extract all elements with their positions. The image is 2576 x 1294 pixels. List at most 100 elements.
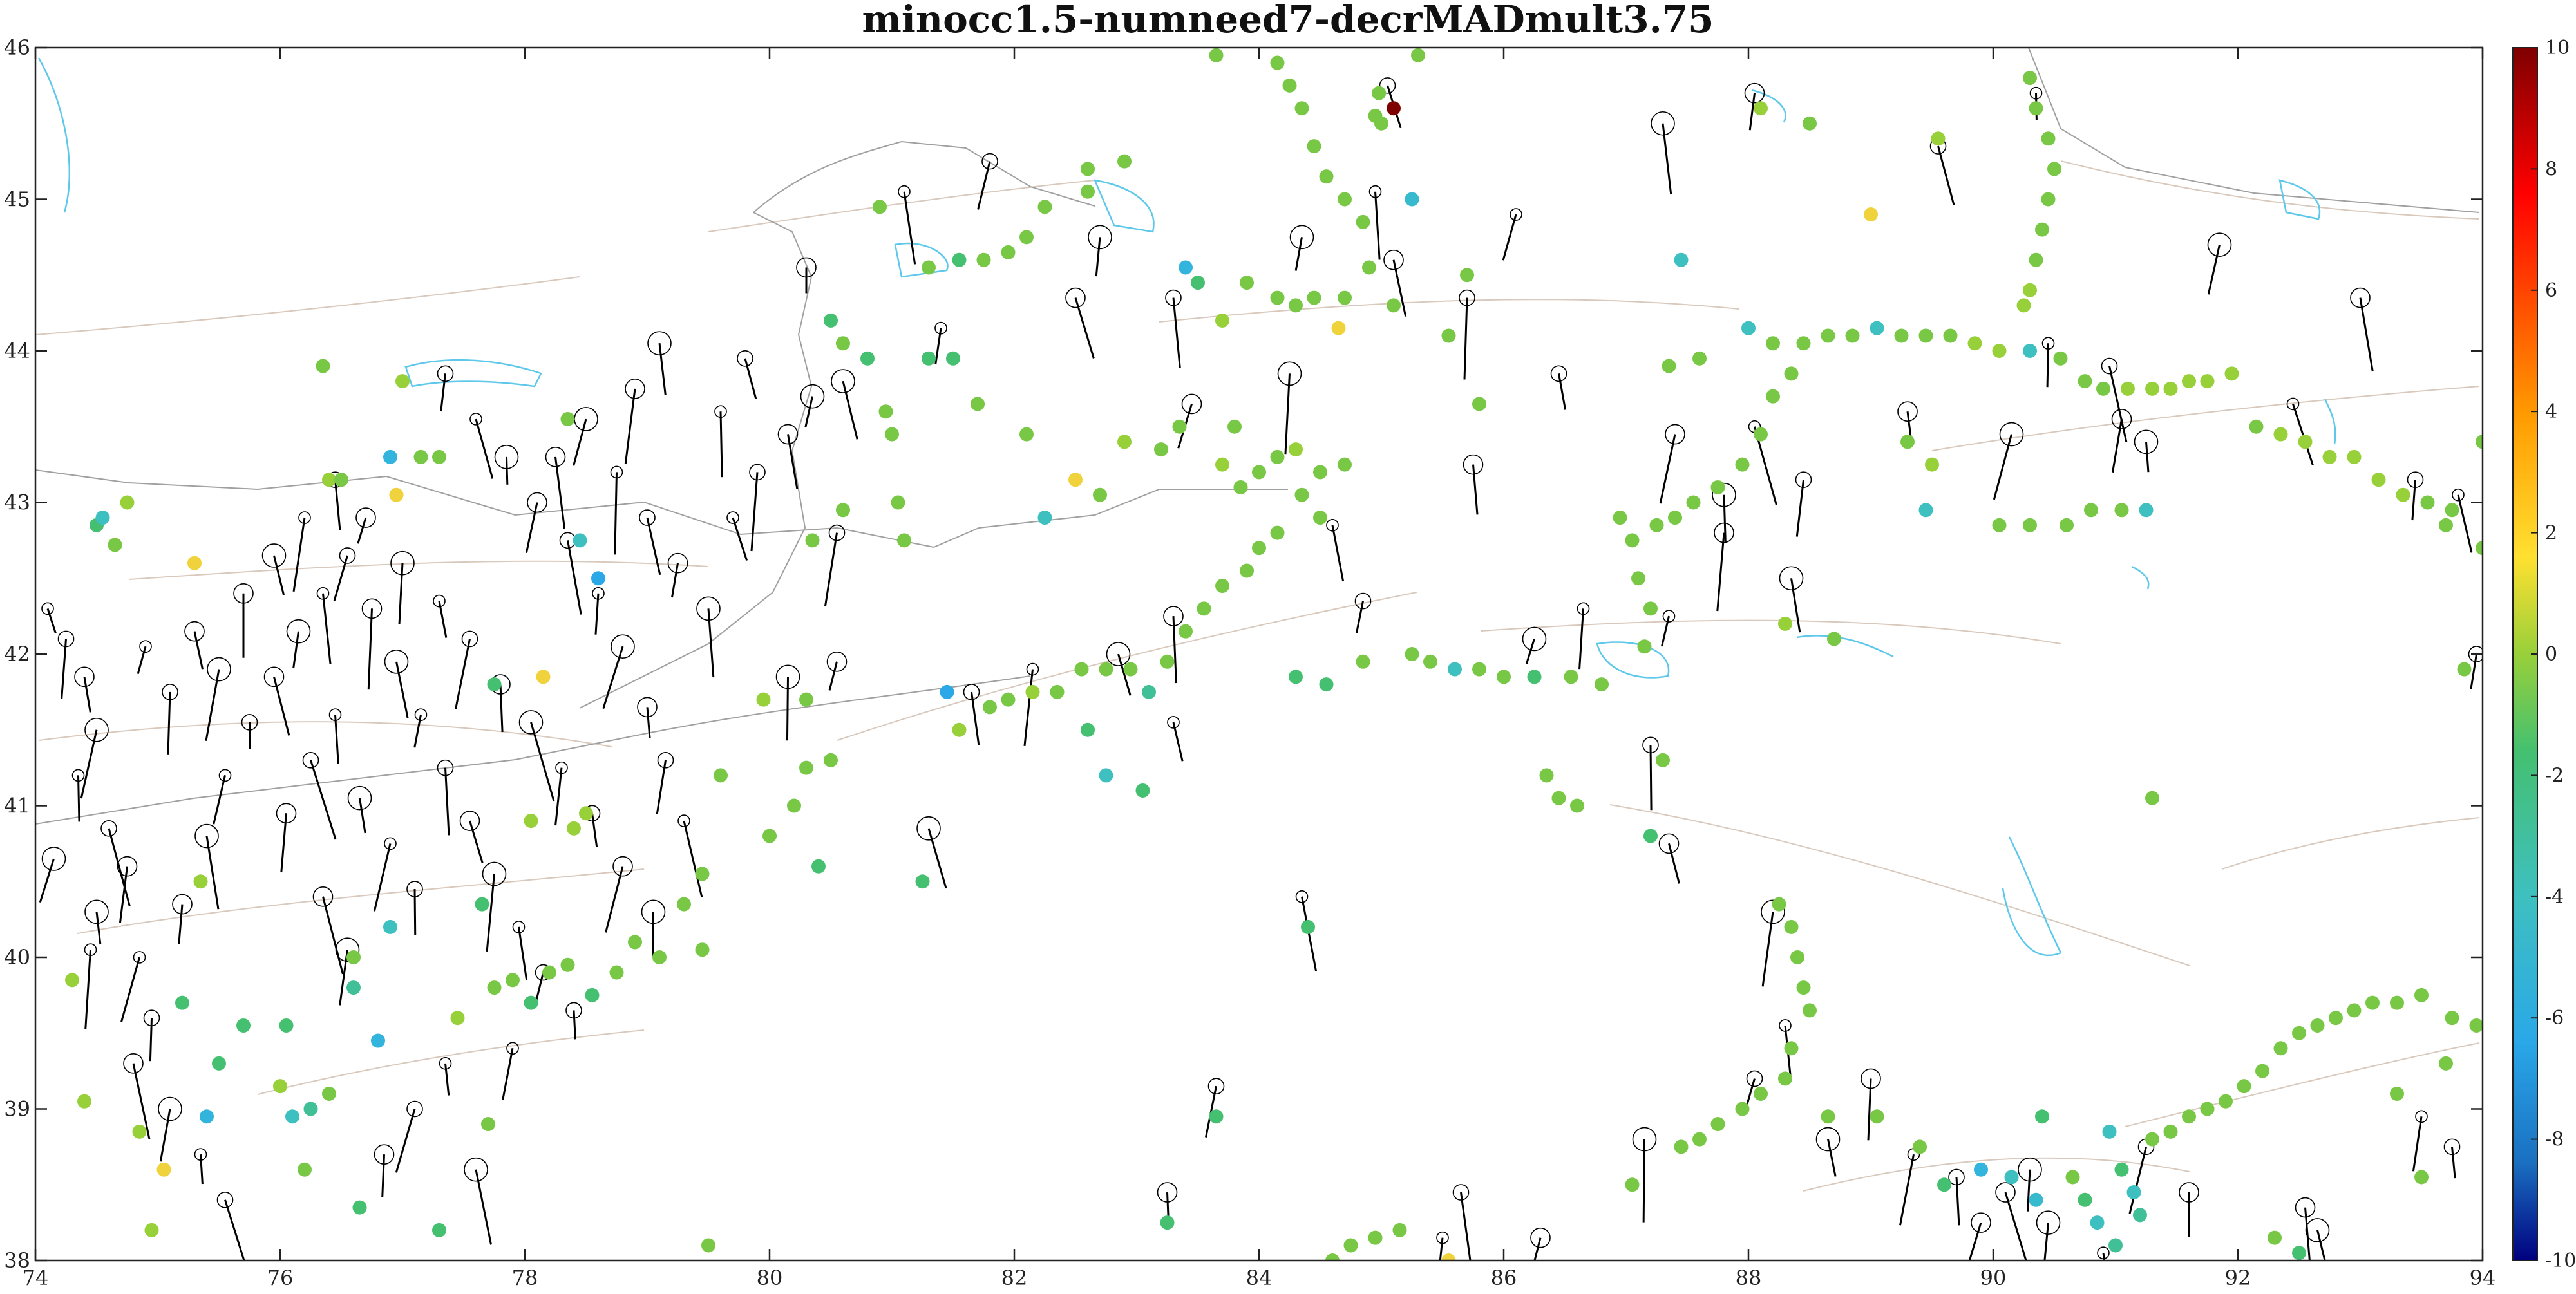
data-point	[1472, 397, 1486, 411]
data-point	[2005, 1170, 2019, 1184]
data-point	[1925, 458, 1939, 472]
data-point	[1790, 950, 1804, 964]
data-point	[1215, 579, 1229, 593]
data-point	[2329, 1011, 2343, 1025]
data-point	[2029, 1193, 2043, 1207]
data-point	[2458, 662, 2472, 677]
data-point	[1068, 473, 1083, 487]
data-point	[806, 533, 820, 547]
data-point	[1271, 56, 1285, 70]
data-point	[2225, 366, 2239, 380]
data-point	[383, 450, 397, 464]
data-point	[1423, 655, 1437, 669]
data-point	[696, 942, 710, 957]
data-point	[2041, 131, 2056, 145]
data-point	[2292, 1246, 2306, 1260]
data-point	[2145, 382, 2159, 396]
data-point	[2347, 1003, 2362, 1017]
data-point	[1320, 169, 1334, 183]
data-point	[1295, 101, 1309, 115]
data-point	[1215, 314, 1229, 328]
data-point	[2066, 1170, 2080, 1184]
data-point	[1038, 200, 1052, 214]
data-point	[891, 496, 905, 510]
data-point	[2023, 518, 2037, 532]
data-point	[1197, 601, 1211, 615]
data-point	[873, 200, 887, 214]
data-point	[1393, 1223, 1407, 1237]
data-point	[2121, 382, 2135, 396]
data-point	[1803, 117, 1817, 131]
data-point	[1038, 511, 1052, 525]
data-point	[1283, 79, 1297, 93]
data-point	[2108, 1238, 2123, 1252]
data-point	[2096, 382, 2110, 396]
plot-background	[35, 48, 2483, 1261]
data-point	[236, 1018, 251, 1033]
data-point	[1968, 336, 1982, 350]
data-point	[1252, 465, 1266, 479]
data-point	[1993, 518, 2007, 532]
colorbar-tick-label: 10	[2545, 37, 2570, 59]
data-point	[346, 980, 361, 995]
data-point	[77, 1094, 91, 1109]
data-point	[2390, 1087, 2404, 1101]
data-point	[2237, 1079, 2251, 1093]
x-tick-label: 82	[1001, 1266, 1028, 1290]
colorbar-tick-label: 2	[2545, 522, 2557, 545]
data-point	[1075, 662, 1089, 677]
data-point	[1387, 298, 1401, 312]
data-point	[1668, 511, 1682, 525]
data-point	[2145, 1132, 2159, 1147]
data-point	[2201, 1102, 2215, 1116]
data-point	[836, 336, 850, 350]
data-point	[1356, 655, 1370, 669]
data-point	[1081, 162, 1095, 176]
data-point	[1362, 260, 1376, 274]
data-point	[952, 723, 967, 737]
data-point	[1625, 1177, 1640, 1192]
data-point	[1019, 427, 1034, 442]
data-point	[940, 685, 954, 699]
data-point	[322, 1087, 336, 1101]
data-point	[1797, 980, 1811, 995]
data-point	[1778, 1071, 1792, 1085]
data-point	[316, 359, 330, 373]
data-point	[714, 768, 728, 782]
data-point	[1944, 328, 1958, 342]
data-point	[1895, 328, 1909, 342]
data-point	[2249, 420, 2264, 434]
data-point	[1154, 442, 1168, 456]
data-point	[1307, 291, 1321, 305]
data-point	[836, 503, 850, 517]
data-point	[1692, 1132, 1707, 1147]
data-point	[787, 799, 801, 813]
data-point	[2470, 1018, 2484, 1033]
x-tick-label: 90	[1980, 1266, 2007, 1290]
data-point	[194, 874, 208, 888]
data-point	[1638, 639, 1652, 653]
data-point	[187, 556, 202, 570]
data-point	[879, 404, 893, 418]
colorbar-tick-label: -4	[2545, 886, 2564, 908]
data-point	[567, 821, 581, 836]
data-point	[1974, 1163, 1988, 1177]
x-tick-label: 80	[757, 1266, 783, 1290]
data-point	[1117, 155, 1132, 169]
data-point	[304, 1102, 318, 1116]
data-point	[1215, 458, 1229, 472]
data-point	[1650, 518, 1664, 532]
data-point	[1307, 139, 1321, 153]
y-tick-label: 39	[4, 1097, 30, 1121]
data-point	[1643, 601, 1658, 615]
data-point	[1662, 359, 1676, 373]
data-point	[1821, 1109, 1835, 1123]
data-point	[488, 677, 502, 691]
data-point	[334, 473, 348, 487]
data-point	[1191, 276, 1205, 290]
data-point	[1374, 117, 1388, 131]
x-tick-label: 92	[2225, 1266, 2251, 1290]
chart-title: minocc1.5-numneed7-decrMADmult3.75	[862, 0, 1714, 41]
data-point	[922, 260, 936, 274]
data-point	[2047, 162, 2061, 176]
